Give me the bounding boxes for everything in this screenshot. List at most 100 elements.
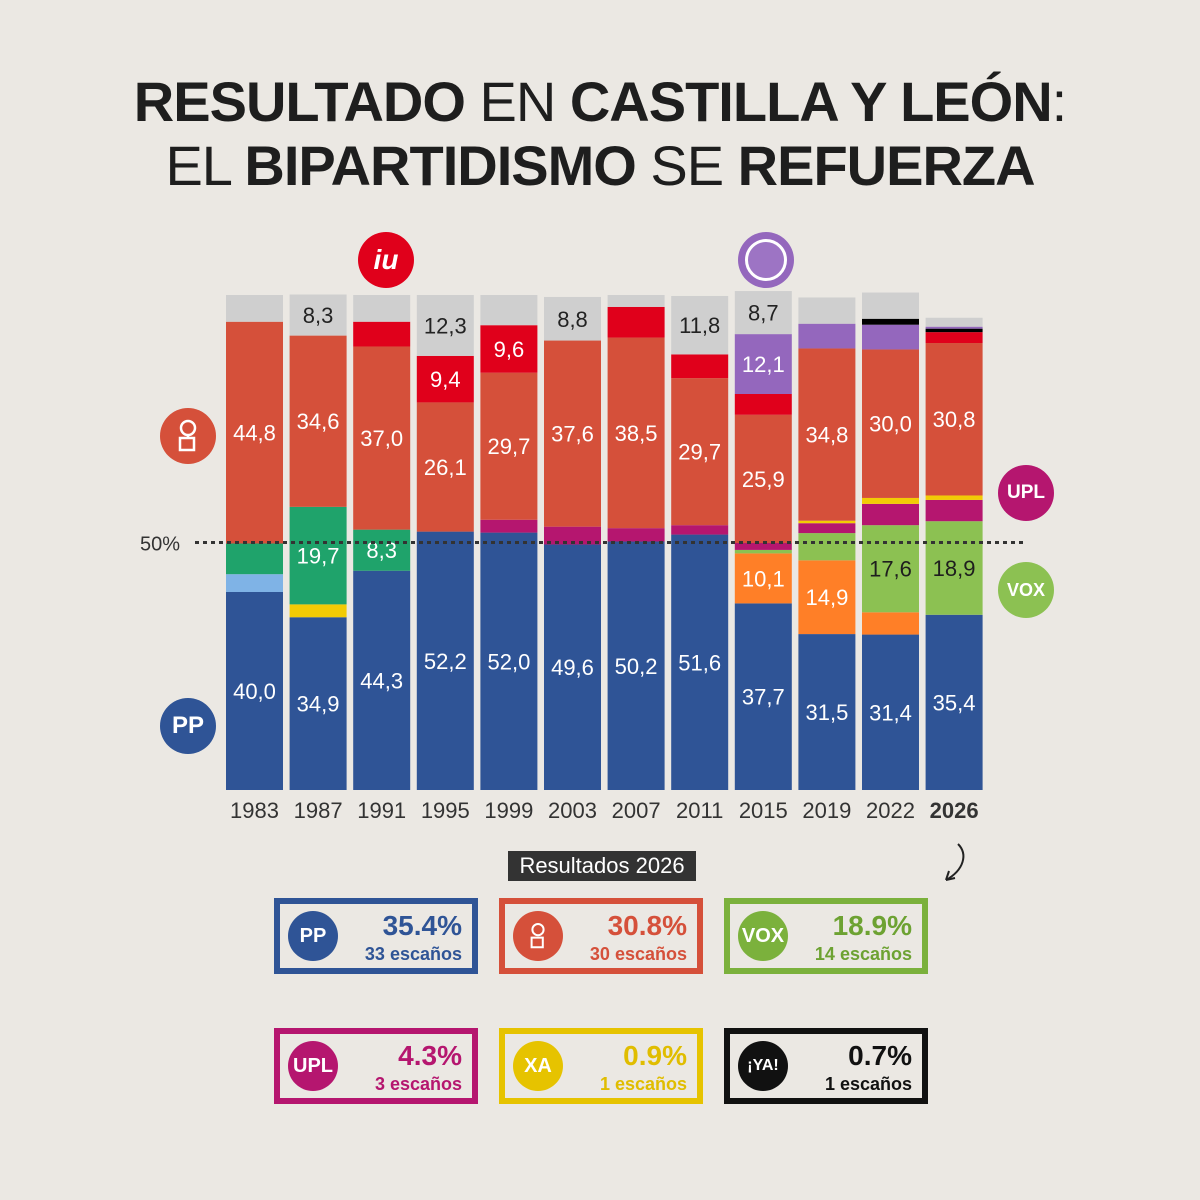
bar-label-psoe-1995: 26,1 [424, 455, 467, 480]
bar-label-pp-2022: 31,4 [869, 700, 912, 725]
bar-segment-psoe-2022 [862, 349, 919, 498]
vox-side-logo-icon: VOX [998, 562, 1054, 618]
bar-segment-otros-2007 [607, 295, 665, 307]
bar-segment-upl-2003 [544, 526, 601, 545]
podemos-side-logo-icon [738, 232, 794, 288]
result-seats: 30 escaños [589, 944, 687, 964]
upl-side-logo-icon: UPL [998, 465, 1054, 521]
bar-label-cds-1987: 19,7 [297, 544, 340, 569]
bar-label-pp-2003: 49,6 [551, 655, 594, 680]
result-seats: 1 escaños [824, 1074, 912, 1094]
bar-label-otros-2011: 11,8 [679, 313, 720, 338]
bar-segment-pp-1991 [353, 570, 411, 790]
result-percentage: 0.7% [848, 1040, 912, 1071]
psoe-rose-icon [160, 408, 216, 464]
bar-segment-iu2-1999 [480, 325, 538, 373]
vox-side-logo-text: VOX [1006, 579, 1045, 600]
bar-label-pp-2007: 50,2 [615, 654, 658, 679]
bar-label-psoe-2007: 38,5 [615, 421, 658, 446]
bar-label-otros-1987: 8,3 [303, 303, 334, 328]
x-tick-label-2003: 2003 [548, 798, 597, 823]
ya-logo-icon: ¡YA! [738, 1041, 788, 1091]
result-percentage: 4.3% [398, 1040, 462, 1071]
bar-segment-pp-2026 [925, 614, 983, 790]
bar-segment-upl-2015 [734, 542, 792, 550]
bar-segment-otros-1995 [416, 295, 474, 356]
upl-logo-text: UPL [293, 1054, 333, 1077]
bar-segment-pp-1995 [416, 531, 474, 790]
bar-segment-psoe-2015 [734, 414, 792, 543]
result-card-pp: PP 35.4% 33 escaños [274, 898, 478, 974]
results-2026-tag: Resultados 2026 [508, 851, 696, 881]
iu-side-logo-text: iu [373, 244, 399, 275]
bar-segment-vox-2019 [798, 533, 856, 561]
bar-label-otros-2015: 8,7 [748, 301, 779, 326]
pp-side-logo-text: PP [171, 712, 204, 739]
bar-segment-podemos-2022 [862, 324, 919, 350]
rose-fist-icon [530, 923, 545, 949]
bar-label-vox-2026: 18,9 [933, 556, 976, 581]
bar-segment-psoe-1995 [416, 402, 474, 532]
bar-segment-otros-2011 [671, 295, 729, 355]
bar-label-psoe-2019: 34,8 [805, 423, 848, 448]
bar-label-psoe-1991: 37,0 [360, 426, 403, 451]
curved-arrow-icon [945, 843, 965, 881]
title-word: BIPARTIDISMO [244, 134, 636, 197]
bar-segment-iu-1991 [353, 321, 411, 347]
x-tick-label-1983: 1983 [230, 798, 279, 823]
title-word: EL [165, 134, 245, 197]
pp-side-logo-icon: PP [160, 698, 216, 754]
bar-segment-podemos-2015 [734, 334, 792, 394]
bar-segment-pp-2007 [607, 541, 665, 790]
bar-segment-pp-1987 [289, 617, 347, 790]
bar-segment-psoe-2026 [925, 343, 983, 496]
bar-segment-pp-2011 [671, 534, 729, 790]
x-tick-label-2022: 2022 [866, 798, 915, 823]
result-percentage: 18.9% [832, 910, 912, 941]
bar-segment-otros-1987 [289, 294, 347, 336]
ya-logo-text: ¡YA! [747, 1057, 779, 1074]
title-word: : [1051, 70, 1068, 133]
chart-title: RESULTADO EN CASTILLA Y LEÓN: EL BIPARTI… [0, 70, 1200, 198]
x-tick-label-2015: 2015 [739, 798, 788, 823]
pp-logo-text: PP [299, 924, 327, 947]
xa-logo-text: XA [524, 1054, 552, 1077]
iu-side-logo-icon: iu [358, 232, 414, 288]
podemos-circle-icon [745, 239, 787, 281]
result-percentage: 0.9% [623, 1040, 687, 1071]
bar-segment-otros-2026 [925, 317, 983, 327]
bar-segment-pp-2003 [544, 544, 601, 790]
bar-segment-upl-2007 [607, 528, 665, 542]
x-tick-label-2026: 2026 [930, 798, 979, 823]
bar-segment-vox-2026 [925, 521, 983, 615]
title-line-1: RESULTADO EN CASTILLA Y LEÓN: [0, 70, 1200, 134]
bar-segment-ya-2026 [925, 328, 983, 333]
result-card-xa: XA 0.9% 1 escaños [499, 1028, 703, 1104]
bar-segment-iu2-2026 [925, 332, 983, 344]
result-seats: 14 escaños [814, 944, 912, 964]
bar-label-psoe-1983: 44,8 [233, 421, 276, 446]
result-seats: 33 escaños [364, 944, 462, 964]
bar-segment-upl-2011 [671, 525, 729, 535]
upl-side-logo-text: UPL [1007, 482, 1045, 503]
bar-segment-psoe-1987 [289, 335, 347, 507]
bar-segment-vox-2015 [734, 549, 792, 554]
bar-segment-psoe-2019 [798, 348, 856, 521]
bar-segment-pp-2019 [798, 634, 856, 790]
bar-label-pp-2026: 35,4 [933, 690, 976, 715]
bar-label-cs-2019: 14,9 [805, 585, 848, 610]
bar-segment-xa-1987 [289, 604, 347, 618]
x-tick-label-1987: 1987 [294, 798, 343, 823]
bar-label-pp-1995: 52,2 [424, 649, 467, 674]
bar-segment-pp-1983 [226, 592, 283, 790]
bar-label-psoe-1999: 29,7 [487, 434, 530, 459]
reference-line-label: 50% [140, 534, 180, 556]
bar-segment-xa2-2026 [925, 495, 983, 500]
title-word: EN [464, 70, 570, 133]
bar-segment-xa2-2019 [798, 520, 856, 524]
bar-label-iu-1995: 9,4 [430, 367, 461, 392]
title-word: RESULTADO [133, 70, 466, 133]
psoe-logo-icon [513, 911, 563, 961]
bar-segment-upl-1999 [480, 519, 538, 533]
bar-segment-otros-2019 [798, 297, 856, 324]
